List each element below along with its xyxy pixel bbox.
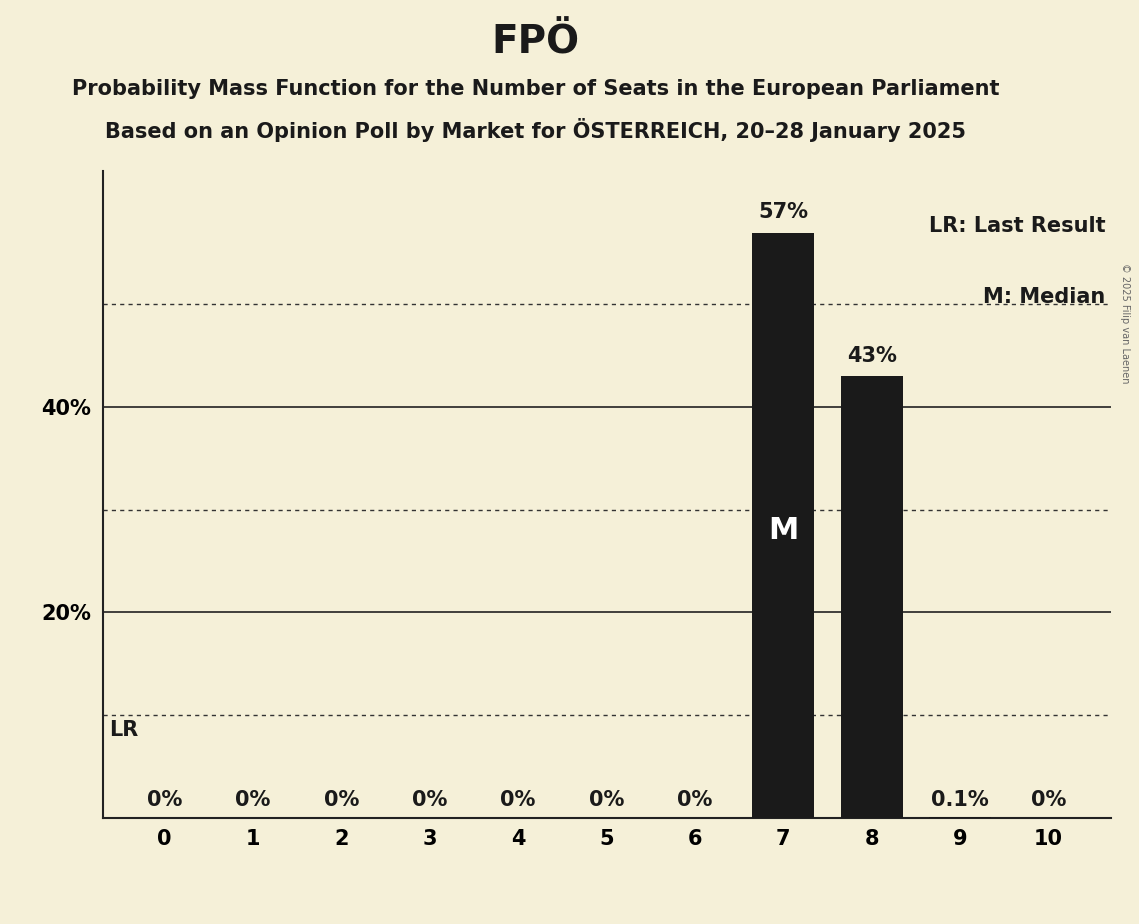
Bar (753, 233, 814, 818)
Text: 0%: 0% (412, 789, 448, 809)
Text: LR: Last Result: LR: Last Result (929, 216, 1106, 237)
Text: M: M (768, 516, 798, 545)
Text: 43%: 43% (847, 346, 896, 366)
Text: © 2025 Filip van Laenen: © 2025 Filip van Laenen (1121, 263, 1130, 383)
Bar (841, 376, 903, 818)
Text: 57%: 57% (759, 202, 809, 223)
Text: 0%: 0% (589, 789, 624, 809)
Text: Probability Mass Function for the Number of Seats in the European Parliament: Probability Mass Function for the Number… (72, 79, 999, 99)
Text: 0.1%: 0.1% (932, 789, 989, 809)
Text: 0%: 0% (235, 789, 271, 809)
Text: Based on an Opinion Poll by Market for ÖSTERREICH, 20–28 January 2025: Based on an Opinion Poll by Market for Ö… (105, 118, 966, 142)
Text: 0%: 0% (323, 789, 359, 809)
Text: 0%: 0% (678, 789, 713, 809)
Text: LR: LR (109, 720, 139, 740)
Bar (929, 817, 991, 818)
Text: 0%: 0% (147, 789, 182, 809)
Text: FPÖ: FPÖ (491, 23, 580, 61)
Text: 0%: 0% (500, 789, 535, 809)
Text: 0%: 0% (1031, 789, 1066, 809)
Text: M: Median: M: Median (983, 287, 1106, 308)
